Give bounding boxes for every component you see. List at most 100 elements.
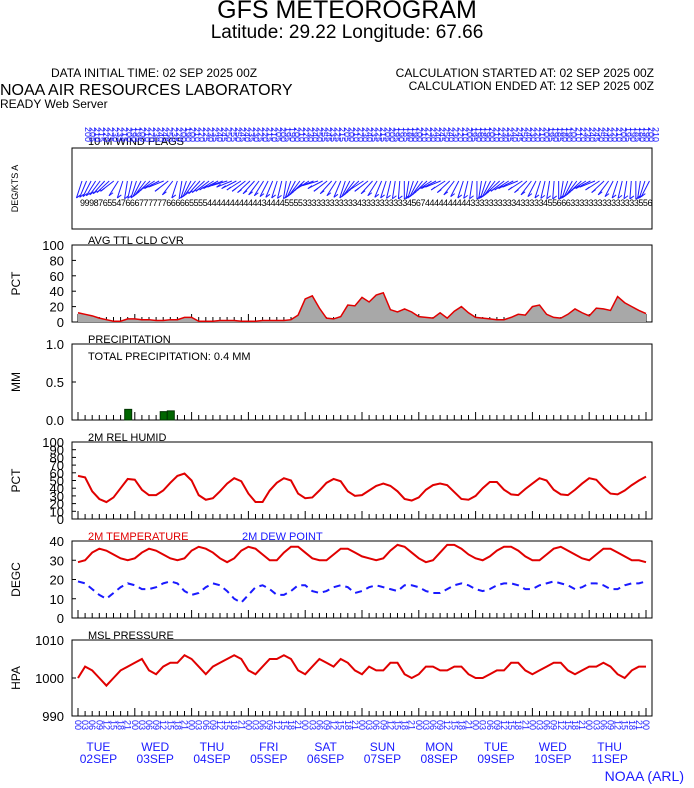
x-hour-label: 18 <box>400 720 410 730</box>
series-line <box>77 543 647 564</box>
wind-barb-feather <box>579 183 585 188</box>
wind-direction-label: 230 <box>582 127 592 142</box>
wind-speed-label: 4 <box>443 198 448 208</box>
panel-title-dewpoint: 2M DEW POINT <box>242 531 323 543</box>
wind-barb <box>108 180 119 197</box>
wind-barb <box>579 180 596 188</box>
wind-barb-feather <box>540 194 546 199</box>
wind-speed-label: 6 <box>125 198 130 208</box>
wind-speed-label: 3 <box>489 198 494 208</box>
x-hour-label: 15 <box>449 720 459 730</box>
wind-direction-label: 190 <box>641 127 651 142</box>
wind-speed-label: 5 <box>198 198 203 208</box>
wind-speed-label: 3 <box>525 198 530 208</box>
x-hour-label: 21 <box>293 720 303 730</box>
wind-barb <box>484 180 496 196</box>
wind-direction-label: 195 <box>392 127 402 142</box>
y-axis-label: HPA <box>9 666 23 690</box>
wind-barb <box>409 180 419 197</box>
wind-speed-label: 3 <box>588 198 593 208</box>
wind-speed-label: 3 <box>316 198 321 208</box>
x-date-label: 05SEP <box>250 752 287 766</box>
wind-direction-label: 245 <box>237 127 247 142</box>
wind-direction-label: 200 <box>646 127 656 142</box>
wind-direction-label: 205 <box>274 127 284 142</box>
panel-frame <box>71 147 653 230</box>
wind-barb-feather <box>326 192 332 197</box>
wind-barb <box>82 180 92 197</box>
y-axis-label: PCT <box>9 468 23 493</box>
wind-speed-label: 3 <box>479 198 484 208</box>
wind-direction-label: 220 <box>610 127 620 142</box>
x-hour-label: 12 <box>556 720 566 730</box>
wind-barb-feather <box>527 193 533 197</box>
wind-direction-label: 215 <box>119 127 129 142</box>
wind-speed-label: 6 <box>103 198 108 208</box>
wind-speed-label: 4 <box>212 198 217 208</box>
wind-direction-label: 200 <box>292 127 302 142</box>
wind-barb-feather <box>437 189 442 193</box>
wind-direction-label: 185 <box>401 127 411 142</box>
wind-barb <box>188 180 201 195</box>
x-hour-label: 18 <box>172 720 182 730</box>
wind-barb-feather <box>162 191 167 196</box>
y-axis-label: MM <box>9 372 23 392</box>
wind-direction-label: 250 <box>596 127 606 142</box>
wind-speed-label: 3 <box>634 198 639 208</box>
x-hour-label: 18 <box>570 720 580 730</box>
wind-barb <box>259 180 269 197</box>
x-hour-label: 00 <box>471 720 481 730</box>
wind-barb <box>563 180 573 197</box>
x-hour-label: 21 <box>464 720 474 730</box>
wind-direction-label: 215 <box>337 127 347 142</box>
wind-barb-feather <box>259 193 265 197</box>
x-hour-label: 06 <box>144 720 154 730</box>
calc-started: CALCULATION STARTED AT: 02 SEP 2025 00Z <box>395 66 654 80</box>
wind-speed-label: 6 <box>647 198 652 208</box>
wind-direction-label: 230 <box>451 127 461 142</box>
wind-direction-label: 250 <box>233 127 243 142</box>
wind-barb-feather <box>89 191 95 196</box>
wind-speed-label: 3 <box>629 198 634 208</box>
wind-speed-label: 6 <box>184 198 189 208</box>
x-hour-label: 09 <box>549 720 559 730</box>
wind-speed-label: 3 <box>312 198 317 208</box>
wind-barb-feather <box>490 187 496 192</box>
wind-direction-label: 230 <box>305 127 315 142</box>
wind-barb <box>333 180 342 198</box>
wind-barb-feather <box>386 194 391 199</box>
wind-barb-feather <box>86 192 91 197</box>
wind-direction-label: 240 <box>446 127 456 142</box>
y-tick-label: 40 <box>50 534 64 549</box>
wind-barb <box>482 180 492 197</box>
wind-barb-feather <box>191 189 197 193</box>
x-hour-label: 03 <box>307 720 317 730</box>
wind-direction-label: 245 <box>219 127 229 142</box>
wind-direction-label: 210 <box>296 127 306 142</box>
wind-direction-label: 205 <box>383 127 393 142</box>
wind-barb <box>629 180 632 199</box>
x-hour-label: 09 <box>322 720 332 730</box>
x-hour-label: 00 <box>357 720 367 730</box>
wind-barb-feather <box>486 189 492 193</box>
wind-direction-label: 230 <box>501 127 511 142</box>
wind-barb-feather <box>546 195 552 200</box>
init-time: DATA INITIAL TIME: 02 SEP 2025 00Z <box>51 66 258 80</box>
x-hour-label: 18 <box>343 720 353 730</box>
x-hour-label: 18 <box>627 720 637 730</box>
wind-speed-label: 3 <box>348 198 353 208</box>
wind-barb <box>367 180 378 197</box>
wind-barb-feather <box>199 186 204 191</box>
wind-direction-label: 210 <box>269 127 279 142</box>
wind-barb <box>211 180 228 187</box>
x-hour-label: 09 <box>435 720 445 730</box>
x-hour-label: 03 <box>421 720 431 730</box>
wind-barb <box>386 180 392 199</box>
x-hour-label: 03 <box>194 720 204 730</box>
wind-direction-label: 250 <box>165 127 175 142</box>
wind-direction-label: 230 <box>151 127 161 142</box>
wind-direction-label: 220 <box>423 127 433 142</box>
wind-speed-label: 3 <box>262 198 267 208</box>
wind-direction-label: 220 <box>147 127 157 142</box>
x-hour-label: 03 <box>591 720 601 730</box>
